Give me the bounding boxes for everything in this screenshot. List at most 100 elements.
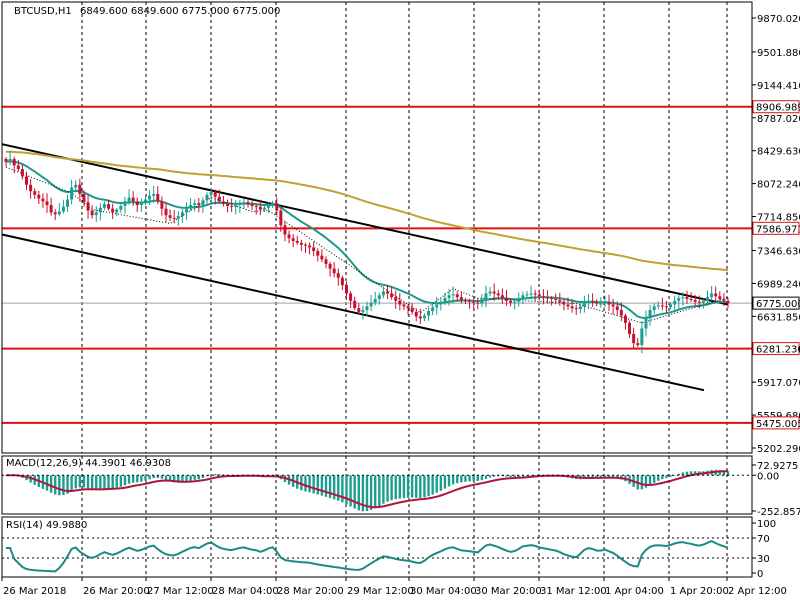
macd-bar [353, 475, 356, 509]
macd-bar [86, 475, 90, 489]
channel-lower-line[interactable] [1, 233, 705, 392]
candle-body [439, 301, 443, 305]
candle-body [525, 294, 529, 296]
macd-bar [410, 475, 414, 498]
candle-body [102, 204, 106, 208]
macd-bar [164, 475, 168, 481]
macd-bar [533, 474, 537, 476]
macd-bar [357, 475, 360, 511]
macd-bar [681, 472, 685, 476]
candle-body [517, 298, 521, 302]
candle-body [148, 195, 152, 200]
candle-body [82, 193, 86, 203]
candle-body [513, 301, 517, 303]
candle-body [156, 193, 160, 202]
ma-fast-line[interactable] [5, 160, 729, 319]
price-tick-label: 8072.240 [757, 180, 800, 191]
time-tick-label: 2 Apr 12:00 [728, 586, 787, 597]
price-tick-label: 6631.850 [757, 312, 800, 323]
candle-body [230, 205, 234, 207]
candle-body [468, 300, 472, 302]
channel-upper-line[interactable] [1, 143, 729, 306]
candle-body [566, 304, 570, 307]
candle-body [135, 201, 139, 206]
candle-body [595, 301, 599, 304]
candle-body [275, 203, 279, 211]
macd-bar [599, 475, 603, 478]
candle-body [484, 293, 488, 299]
candle-body [299, 242, 303, 245]
macd-bar [345, 475, 348, 505]
macd-bar [111, 475, 114, 489]
time-tick-label: 28 Mar 04:00 [212, 586, 279, 597]
candle-body [472, 301, 476, 303]
candle-body [463, 299, 467, 301]
candle-body [29, 184, 33, 192]
macd-bar [394, 475, 397, 500]
candle-body [664, 306, 668, 308]
candle-body [185, 208, 188, 213]
level-tag [752, 100, 800, 114]
candle-body [8, 158, 12, 162]
level-tag [752, 342, 800, 356]
candle-body [70, 187, 74, 200]
macd-bar [218, 474, 221, 476]
time-tick-label: 27 Mar 12:00 [147, 586, 214, 597]
price-tick-label: 8429.630 [757, 147, 800, 158]
candle-body [599, 303, 603, 305]
level-tag-label: 6281.236 [756, 345, 800, 356]
price-levels [2, 105, 752, 424]
macd-bar [423, 475, 426, 498]
macd-bar [472, 475, 475, 482]
candle-body [718, 296, 722, 299]
macd-bar [451, 475, 455, 485]
macd-bar [488, 475, 492, 478]
candle-body [574, 308, 578, 310]
candle-body [49, 205, 53, 213]
candle-body [406, 306, 410, 309]
price-tick-label: 8787.020 [757, 114, 800, 125]
current-price-label: 6775.000 [756, 299, 800, 310]
macd-bar [308, 475, 311, 493]
candle-body [689, 298, 693, 300]
candle-body [94, 212, 98, 216]
macd-bar [652, 475, 656, 483]
candle-body [168, 215, 172, 218]
candle-body [320, 255, 324, 260]
candle-body [443, 298, 447, 302]
time-tick-label: 28 Mar 20:00 [277, 586, 344, 597]
price-tags: 8906.989 7586.971 6281.236 5475.005 6775.000 [752, 100, 800, 430]
macd-bar [464, 475, 467, 482]
candle-body [644, 318, 648, 329]
macd-bar [328, 475, 332, 499]
candle-body [123, 201, 127, 206]
price-tick-label: 9144.410 [757, 81, 800, 92]
macd-bar [419, 475, 422, 498]
macd-title: MACD(12,26,9) 44.3901 46.9308 [6, 458, 171, 469]
macd-bar [49, 475, 53, 493]
macd-bar [591, 475, 594, 478]
time-tick-label: 26 Mar 20:00 [83, 586, 150, 597]
candle-body [205, 194, 209, 201]
candle-body [669, 304, 673, 308]
macd-bar [513, 475, 516, 478]
macd-bar [431, 475, 434, 495]
ma-slow-line[interactable] [5, 150, 729, 272]
macd-bar [644, 475, 648, 488]
macd-bar [103, 475, 106, 489]
macd-bar [131, 475, 135, 483]
candle-body [504, 298, 508, 301]
candle-body [365, 306, 369, 311]
candle-body [271, 203, 275, 206]
macd-bar [386, 475, 389, 502]
macd-bar [398, 475, 402, 499]
rsi-panel: 100 70 30 0 [2, 519, 776, 580]
macd-bar [689, 471, 693, 476]
candle-body [107, 204, 111, 209]
candle-body [139, 203, 143, 206]
candle-body [226, 204, 230, 206]
macd-panel-frame [1, 455, 753, 515]
candle-body [402, 304, 406, 307]
